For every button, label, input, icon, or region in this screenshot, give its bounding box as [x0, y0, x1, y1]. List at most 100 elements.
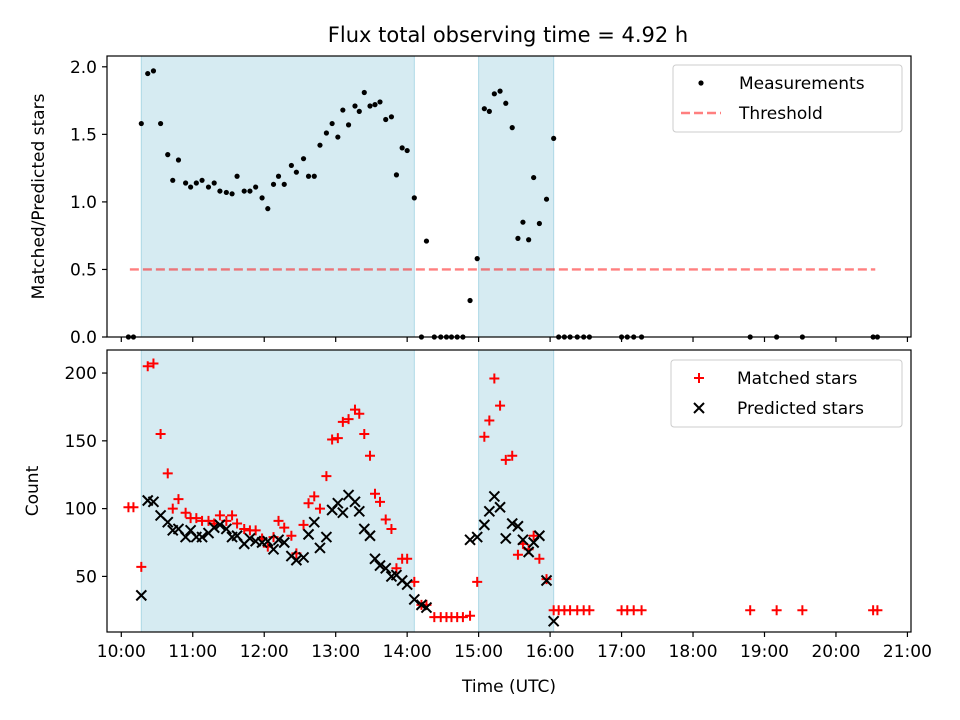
matched-point	[354, 408, 365, 419]
measurement-point	[175, 157, 182, 163]
legend-matched-marker	[694, 373, 704, 383]
measurement-point	[335, 134, 341, 140]
y-tick-label: 1.5	[70, 125, 97, 145]
measurement-point	[503, 100, 509, 106]
predicted-point	[272, 534, 285, 546]
count-panel: 50 100 150 200 10:00 11:00 12:00 13:00 14:00 15:0…	[23, 349, 932, 697]
matched-point	[309, 491, 320, 502]
matched-point	[472, 576, 483, 587]
predicted-point	[353, 505, 365, 518]
measurement-point	[138, 120, 144, 127]
predicted-point	[278, 536, 290, 549]
predicted-point	[408, 593, 421, 606]
measurement-point	[223, 189, 229, 196]
observing-interval-1	[141, 56, 415, 337]
measurement-point	[281, 181, 287, 187]
matched-point	[528, 530, 539, 541]
matched-point	[250, 525, 261, 536]
x-tick-label: 14:00	[383, 642, 432, 662]
matched-point	[232, 518, 243, 529]
matched-point	[128, 502, 139, 513]
measurement-point	[423, 238, 430, 244]
predicted-point	[314, 542, 326, 554]
matched-point	[298, 519, 309, 530]
measurement-point	[188, 184, 194, 190]
measurement-point	[481, 106, 487, 112]
predicted-point	[337, 506, 349, 519]
matched-point	[167, 503, 178, 514]
measurement-point	[323, 130, 330, 136]
matched-point	[148, 358, 159, 369]
measurement-point	[247, 188, 253, 194]
matched-point	[512, 549, 523, 560]
matched-point	[507, 450, 518, 461]
measurement-point	[259, 195, 265, 201]
predicted-point	[302, 528, 315, 541]
predicted-point	[297, 551, 310, 564]
measurement-point	[199, 177, 205, 183]
observing-interval-1	[141, 350, 415, 632]
x-tick-label: 12:00	[240, 642, 289, 662]
measurement-point	[305, 173, 312, 179]
predicted-point	[500, 532, 512, 545]
predicted-point	[464, 534, 476, 546]
predicted-point	[374, 559, 386, 572]
x-axis-label: Time (UTC)	[461, 677, 556, 697]
matched-point	[465, 610, 476, 621]
measurement-point	[361, 89, 367, 96]
measurement-point	[311, 173, 317, 179]
predicted-point	[506, 517, 518, 530]
predicted-point	[267, 543, 280, 556]
matched-point	[337, 416, 348, 427]
ratio-panel: 0.0 0.5 1.0 1.5 2.0 Matched/Predicted stars Me…	[29, 55, 912, 348]
measurement-point	[497, 88, 503, 94]
predicted-point	[364, 530, 376, 542]
matched-point	[343, 414, 354, 425]
measurement-point	[474, 256, 480, 262]
matched-point	[584, 605, 595, 616]
measurement-point	[509, 125, 515, 131]
predicted-point	[547, 615, 560, 627]
measurement-point	[531, 174, 537, 181]
predicted-point	[147, 496, 160, 508]
measurement-point	[399, 145, 405, 151]
matched-point	[214, 510, 225, 521]
predicted-point	[478, 519, 491, 531]
matched-point	[364, 450, 375, 461]
measurement-point	[217, 188, 223, 194]
series-measurements	[125, 68, 881, 340]
measurement-point	[288, 162, 294, 169]
measurement-point	[526, 237, 532, 243]
measurement-point	[404, 147, 410, 154]
y-tick-label: 100	[65, 500, 97, 520]
predicted-point	[369, 553, 381, 565]
measurement-point	[145, 70, 151, 77]
matched-point	[534, 553, 545, 564]
x-tick-label: 10:00	[97, 642, 146, 662]
predicted-point	[349, 496, 361, 508]
matched-point	[771, 605, 782, 616]
measurement-point	[265, 206, 271, 212]
legend-label: Threshold	[738, 104, 823, 124]
measurement-point	[205, 184, 212, 190]
measurement-point	[486, 108, 492, 114]
matched-point	[314, 503, 325, 514]
predicted-point	[320, 531, 333, 543]
measurement-point	[367, 103, 373, 109]
measurement-point	[293, 169, 299, 175]
y-axis-label: Count	[23, 465, 43, 516]
matched-point	[227, 510, 238, 521]
legend-label: Measurements	[739, 74, 865, 94]
predicted-point	[262, 535, 274, 547]
y-tick-label: 0.0	[70, 328, 97, 348]
matched-point	[180, 507, 191, 518]
matched-point	[327, 434, 338, 445]
matched-point	[380, 514, 391, 525]
legend-measurement-marker	[698, 80, 704, 86]
matched-point	[500, 454, 511, 465]
x-tick-label: 15:00	[454, 642, 503, 662]
predicted-point	[471, 531, 483, 543]
predicted-point	[401, 578, 413, 591]
matched-point	[797, 605, 808, 616]
matched-point	[191, 513, 202, 524]
